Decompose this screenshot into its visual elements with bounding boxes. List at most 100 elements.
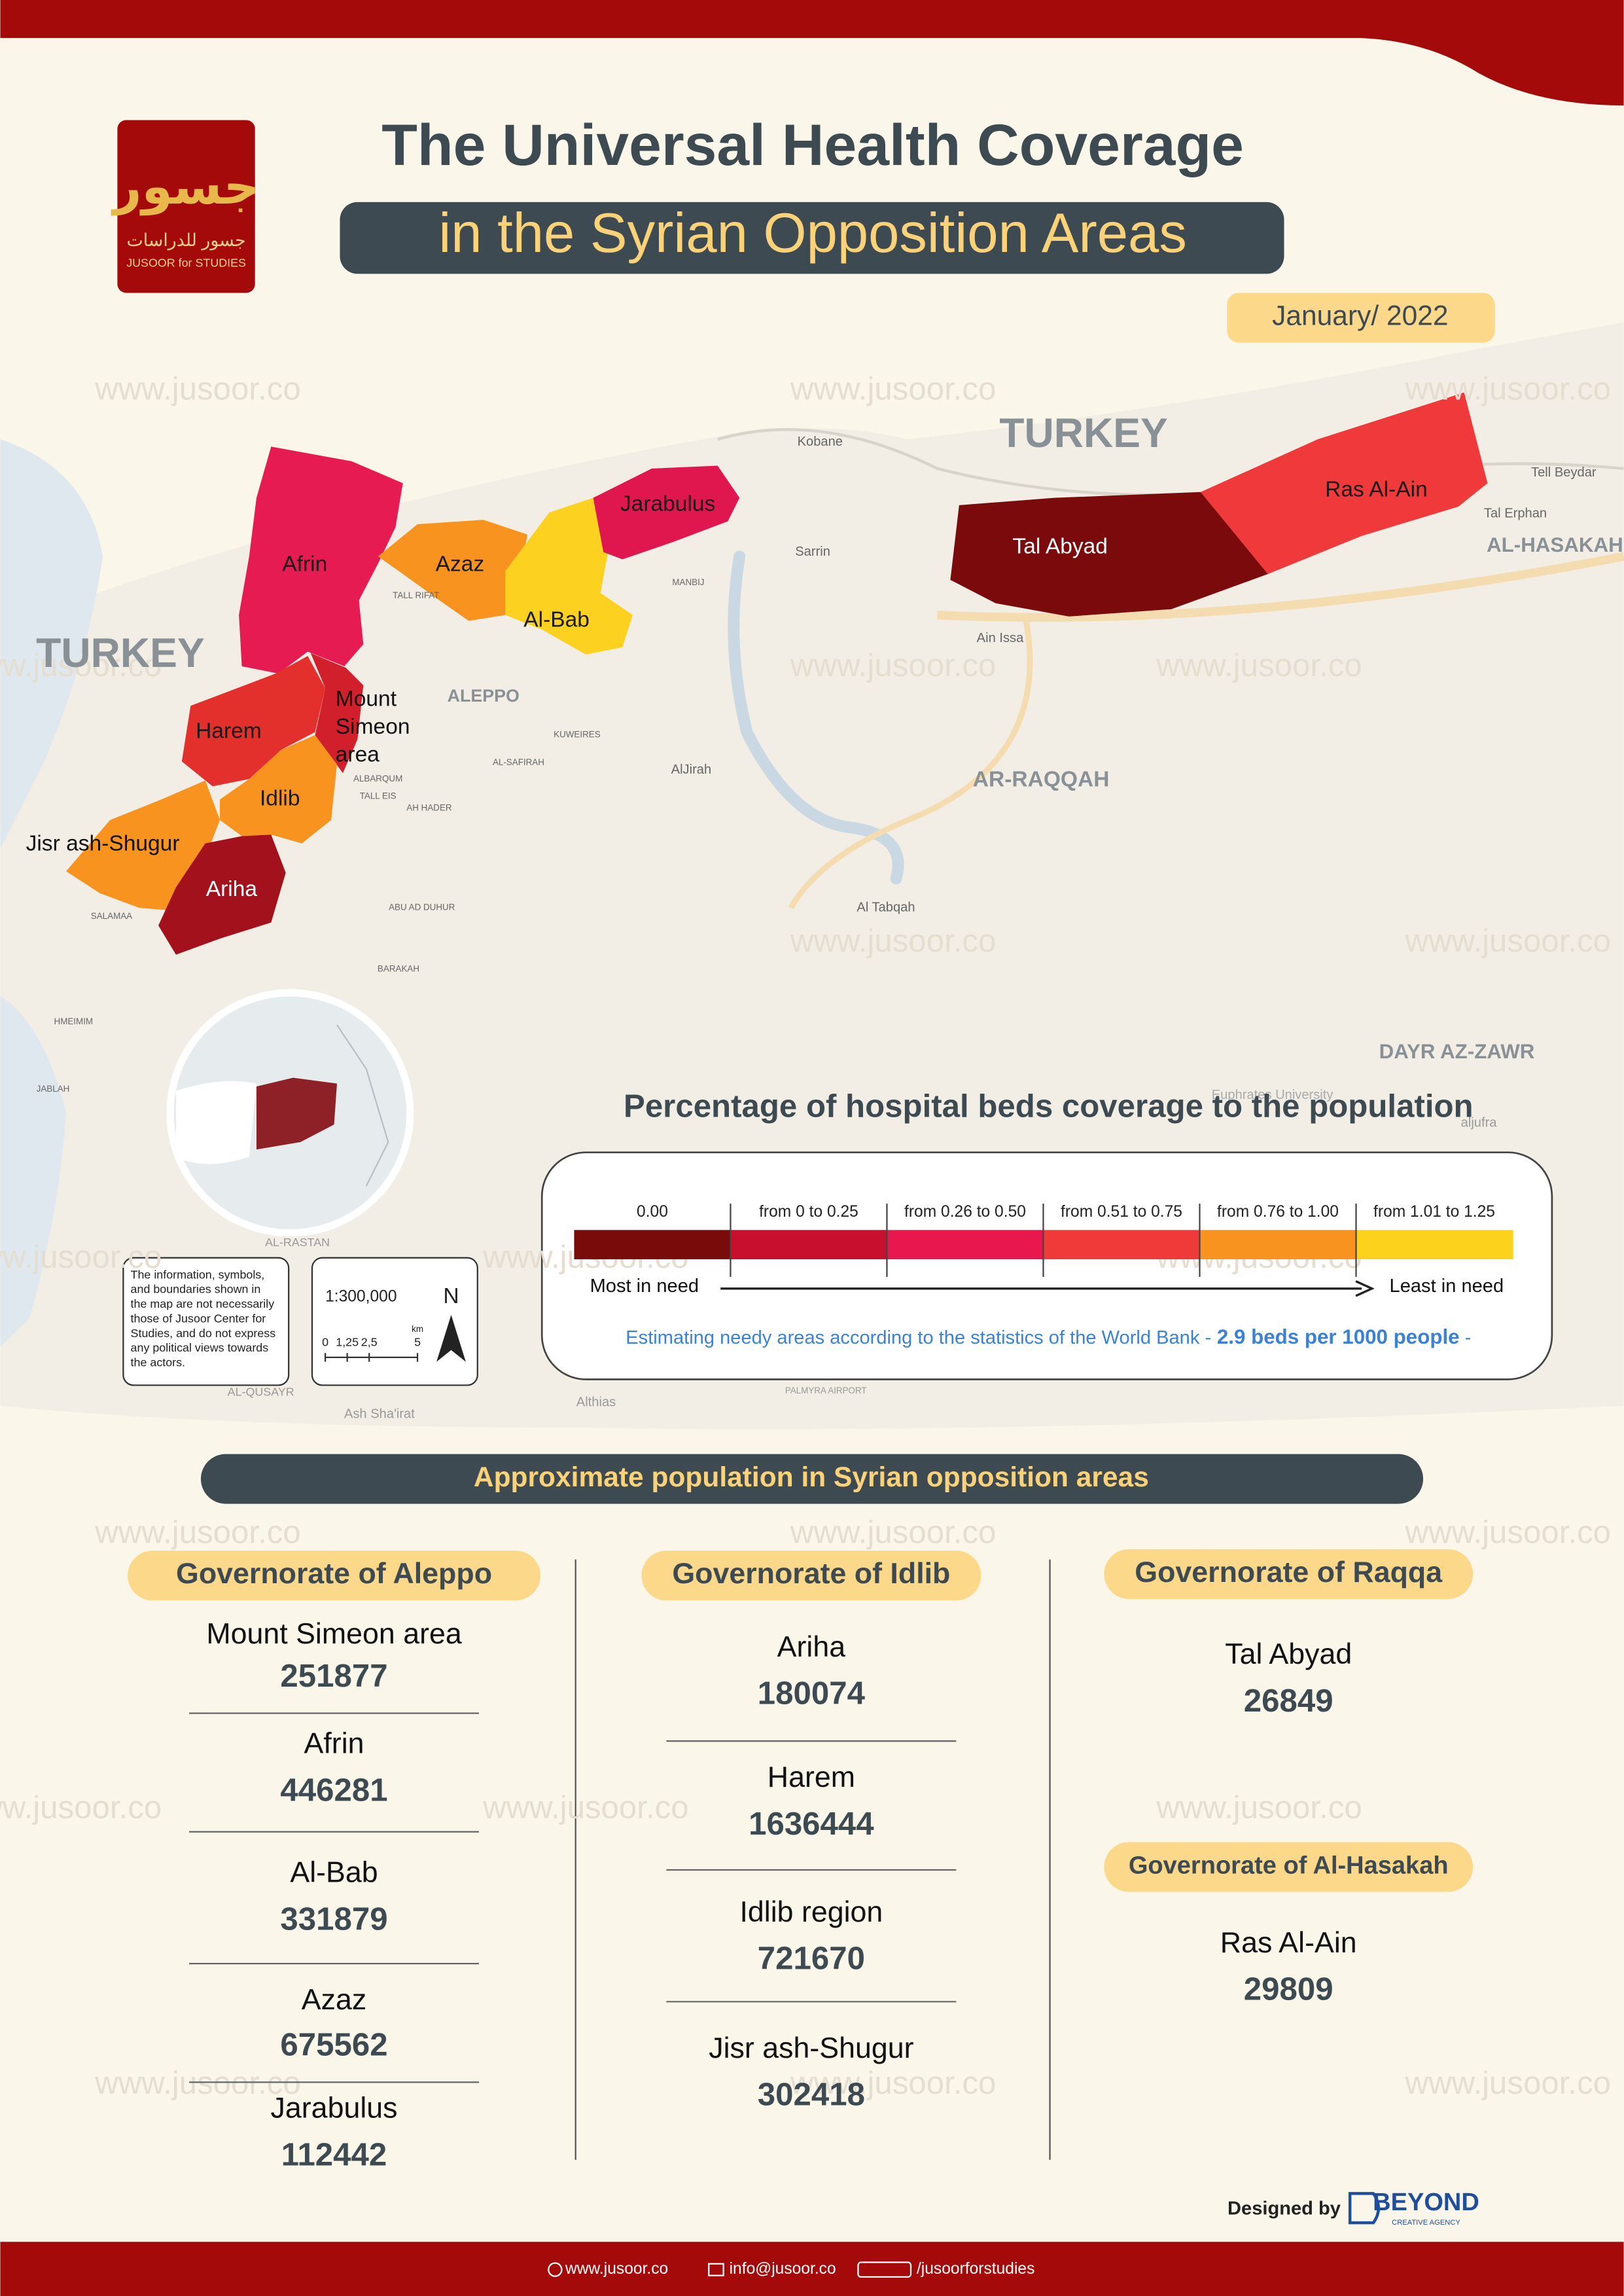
- logo-arabic: جسور: [111, 159, 260, 216]
- disclaimer-line: The information, symbols,: [131, 1268, 265, 1281]
- region-jisr: [66, 780, 221, 911]
- region-label: Jisr ash-Shugur: [26, 832, 180, 856]
- governorate-name: Governorate of Al-Hasakah: [1129, 1852, 1449, 1880]
- designed-by: Designed by: [1227, 2198, 1341, 2219]
- place-label: AH HADER: [406, 803, 452, 813]
- legend-swatch: [1356, 1230, 1513, 1260]
- legend-most: Most in need: [590, 1276, 699, 1297]
- place-label: TALL EIS: [360, 791, 397, 801]
- place-label: AlJirah: [671, 762, 712, 777]
- watermark: www.jusoor.co: [790, 923, 997, 959]
- region-ras-al-ain: [1200, 392, 1488, 574]
- logo-box: [117, 120, 255, 293]
- watermark: www.jusoor.co: [790, 647, 997, 683]
- area-population: 302418: [758, 2077, 865, 2113]
- web-icon: [548, 2262, 563, 2277]
- inset-globe: [166, 989, 414, 1237]
- watermark: www.jusoor.co: [94, 1515, 300, 1551]
- brand-icon: [1348, 2192, 1381, 2225]
- place-label: HMEIMIM: [54, 1016, 94, 1026]
- area-name: Mount Simeon area: [206, 1617, 462, 1650]
- brand: BEYOND: [1373, 2189, 1479, 2216]
- footer-website: www.jusoor.co: [565, 2260, 668, 2278]
- area-name: Azaz: [302, 1983, 366, 2016]
- place-label: AL-SAFIRAH: [493, 757, 544, 767]
- place-label: TURKEY: [999, 410, 1167, 456]
- title-pill: [340, 202, 1284, 274]
- scale-bar: [324, 1353, 419, 1362]
- governorate-name: Governorate of Idlib: [672, 1557, 950, 1590]
- area-population: 721670: [758, 1941, 865, 1977]
- disclaimer-box: [122, 1257, 290, 1386]
- legend-least: Least in need: [1390, 1276, 1504, 1297]
- place-label: DAYR AZ-ZAWR: [1379, 1040, 1535, 1063]
- area-population: 112442: [281, 2136, 387, 2172]
- disclaimer-line: and boundaries shown in: [131, 1283, 261, 1296]
- legend-note: Estimating needy areas according to the …: [626, 1325, 1471, 1348]
- title-line1: The Universal Health Coverage: [381, 112, 1244, 177]
- place-label: KUWEIRES: [554, 730, 601, 740]
- governorate-name: Governorate of Aleppo: [176, 1557, 492, 1590]
- watermark: www.jusoor.co: [790, 1515, 997, 1551]
- legend-note-part: -: [1460, 1327, 1472, 1348]
- bottom-band: [0, 2242, 1624, 2296]
- region-label: Ras Al-Ain: [1325, 477, 1428, 501]
- watermark: www.jusoor.co: [1405, 923, 1612, 959]
- watermark: www.jusoor.co: [482, 1789, 689, 1825]
- region-label: Jarabulus: [620, 492, 715, 516]
- legend-swatch: [1043, 1230, 1201, 1260]
- place-label: Ash Sha'irat: [344, 1407, 415, 1421]
- region-tal-abyad: [950, 492, 1268, 617]
- place-label: Euphrates University: [1212, 1088, 1334, 1102]
- region-label: Harem: [196, 719, 262, 743]
- date: January/ 2022: [1272, 301, 1448, 332]
- legend-note-part: 2.9 beds per 1000 people: [1211, 1325, 1459, 1348]
- logo-arabic-sub: جسور للدراسات: [126, 230, 245, 251]
- disclaimer-line: those of Jusoor Center for: [131, 1312, 266, 1325]
- north-arrow: [436, 1315, 466, 1362]
- place-label: ABU AD DUHUR: [389, 903, 455, 912]
- social-icons: [857, 2261, 912, 2278]
- place-label: AR-RAQQAH: [973, 767, 1110, 791]
- legend-swatch: [574, 1230, 732, 1260]
- watermark: www.jusoor.co: [1405, 370, 1612, 406]
- place-label: Kobane: [798, 435, 843, 449]
- region-azaz: [378, 520, 527, 621]
- area-population: 251877: [280, 1658, 387, 1694]
- place-label: ALBARQUM: [353, 774, 402, 783]
- disclaimer-line: any political views towards: [131, 1341, 269, 1354]
- legend-arrow-head: [1355, 1280, 1375, 1297]
- region-label: Azaz: [436, 552, 485, 576]
- place-label: AL-RASTAN: [265, 1236, 330, 1249]
- scale-ratio: 1:300,000: [325, 1288, 397, 1306]
- legend-bin-label: from 0.26 to 0.50: [904, 1203, 1026, 1221]
- mail-icon: [708, 2263, 724, 2276]
- title-line2: in the Syrian Opposition Areas: [438, 202, 1186, 264]
- area-population: 26849: [1244, 1683, 1333, 1719]
- region-ariha: [158, 834, 286, 955]
- brand-sub: CREATIVE AGENCY: [1392, 2219, 1460, 2227]
- footer-email: info@jusoor.co: [730, 2260, 836, 2278]
- watermark: www.jusoor.co: [1405, 1515, 1612, 1551]
- watermark: www.jusoor.co: [1156, 1789, 1362, 1825]
- place-label: TALL RIFAT: [393, 590, 439, 600]
- legend-bin-label: 0.00: [637, 1203, 668, 1221]
- scale-tick: 5: [414, 1335, 421, 1348]
- place-label: ALEPPO: [448, 686, 520, 706]
- legend-swatch: [887, 1230, 1044, 1260]
- area-population: 446281: [280, 1772, 387, 1808]
- governorate-pill: [128, 1551, 540, 1601]
- region-label: Idlib: [260, 786, 300, 810]
- area-population: 180074: [758, 1676, 866, 1712]
- region-label: Mount Simeon area: [336, 687, 410, 766]
- place-label: Al Tabqah: [856, 900, 915, 914]
- scale-box: [311, 1257, 478, 1386]
- region-idlib: [220, 735, 338, 844]
- area-population: 331879: [280, 1901, 387, 1937]
- governorate-pill: [1104, 1842, 1474, 1892]
- area-population: 675562: [280, 2027, 387, 2063]
- area-name: Jarabulus: [271, 2092, 398, 2125]
- place-label: JABLAH: [37, 1084, 70, 1094]
- place-label: PALMYRA AIRPORT: [785, 1386, 867, 1395]
